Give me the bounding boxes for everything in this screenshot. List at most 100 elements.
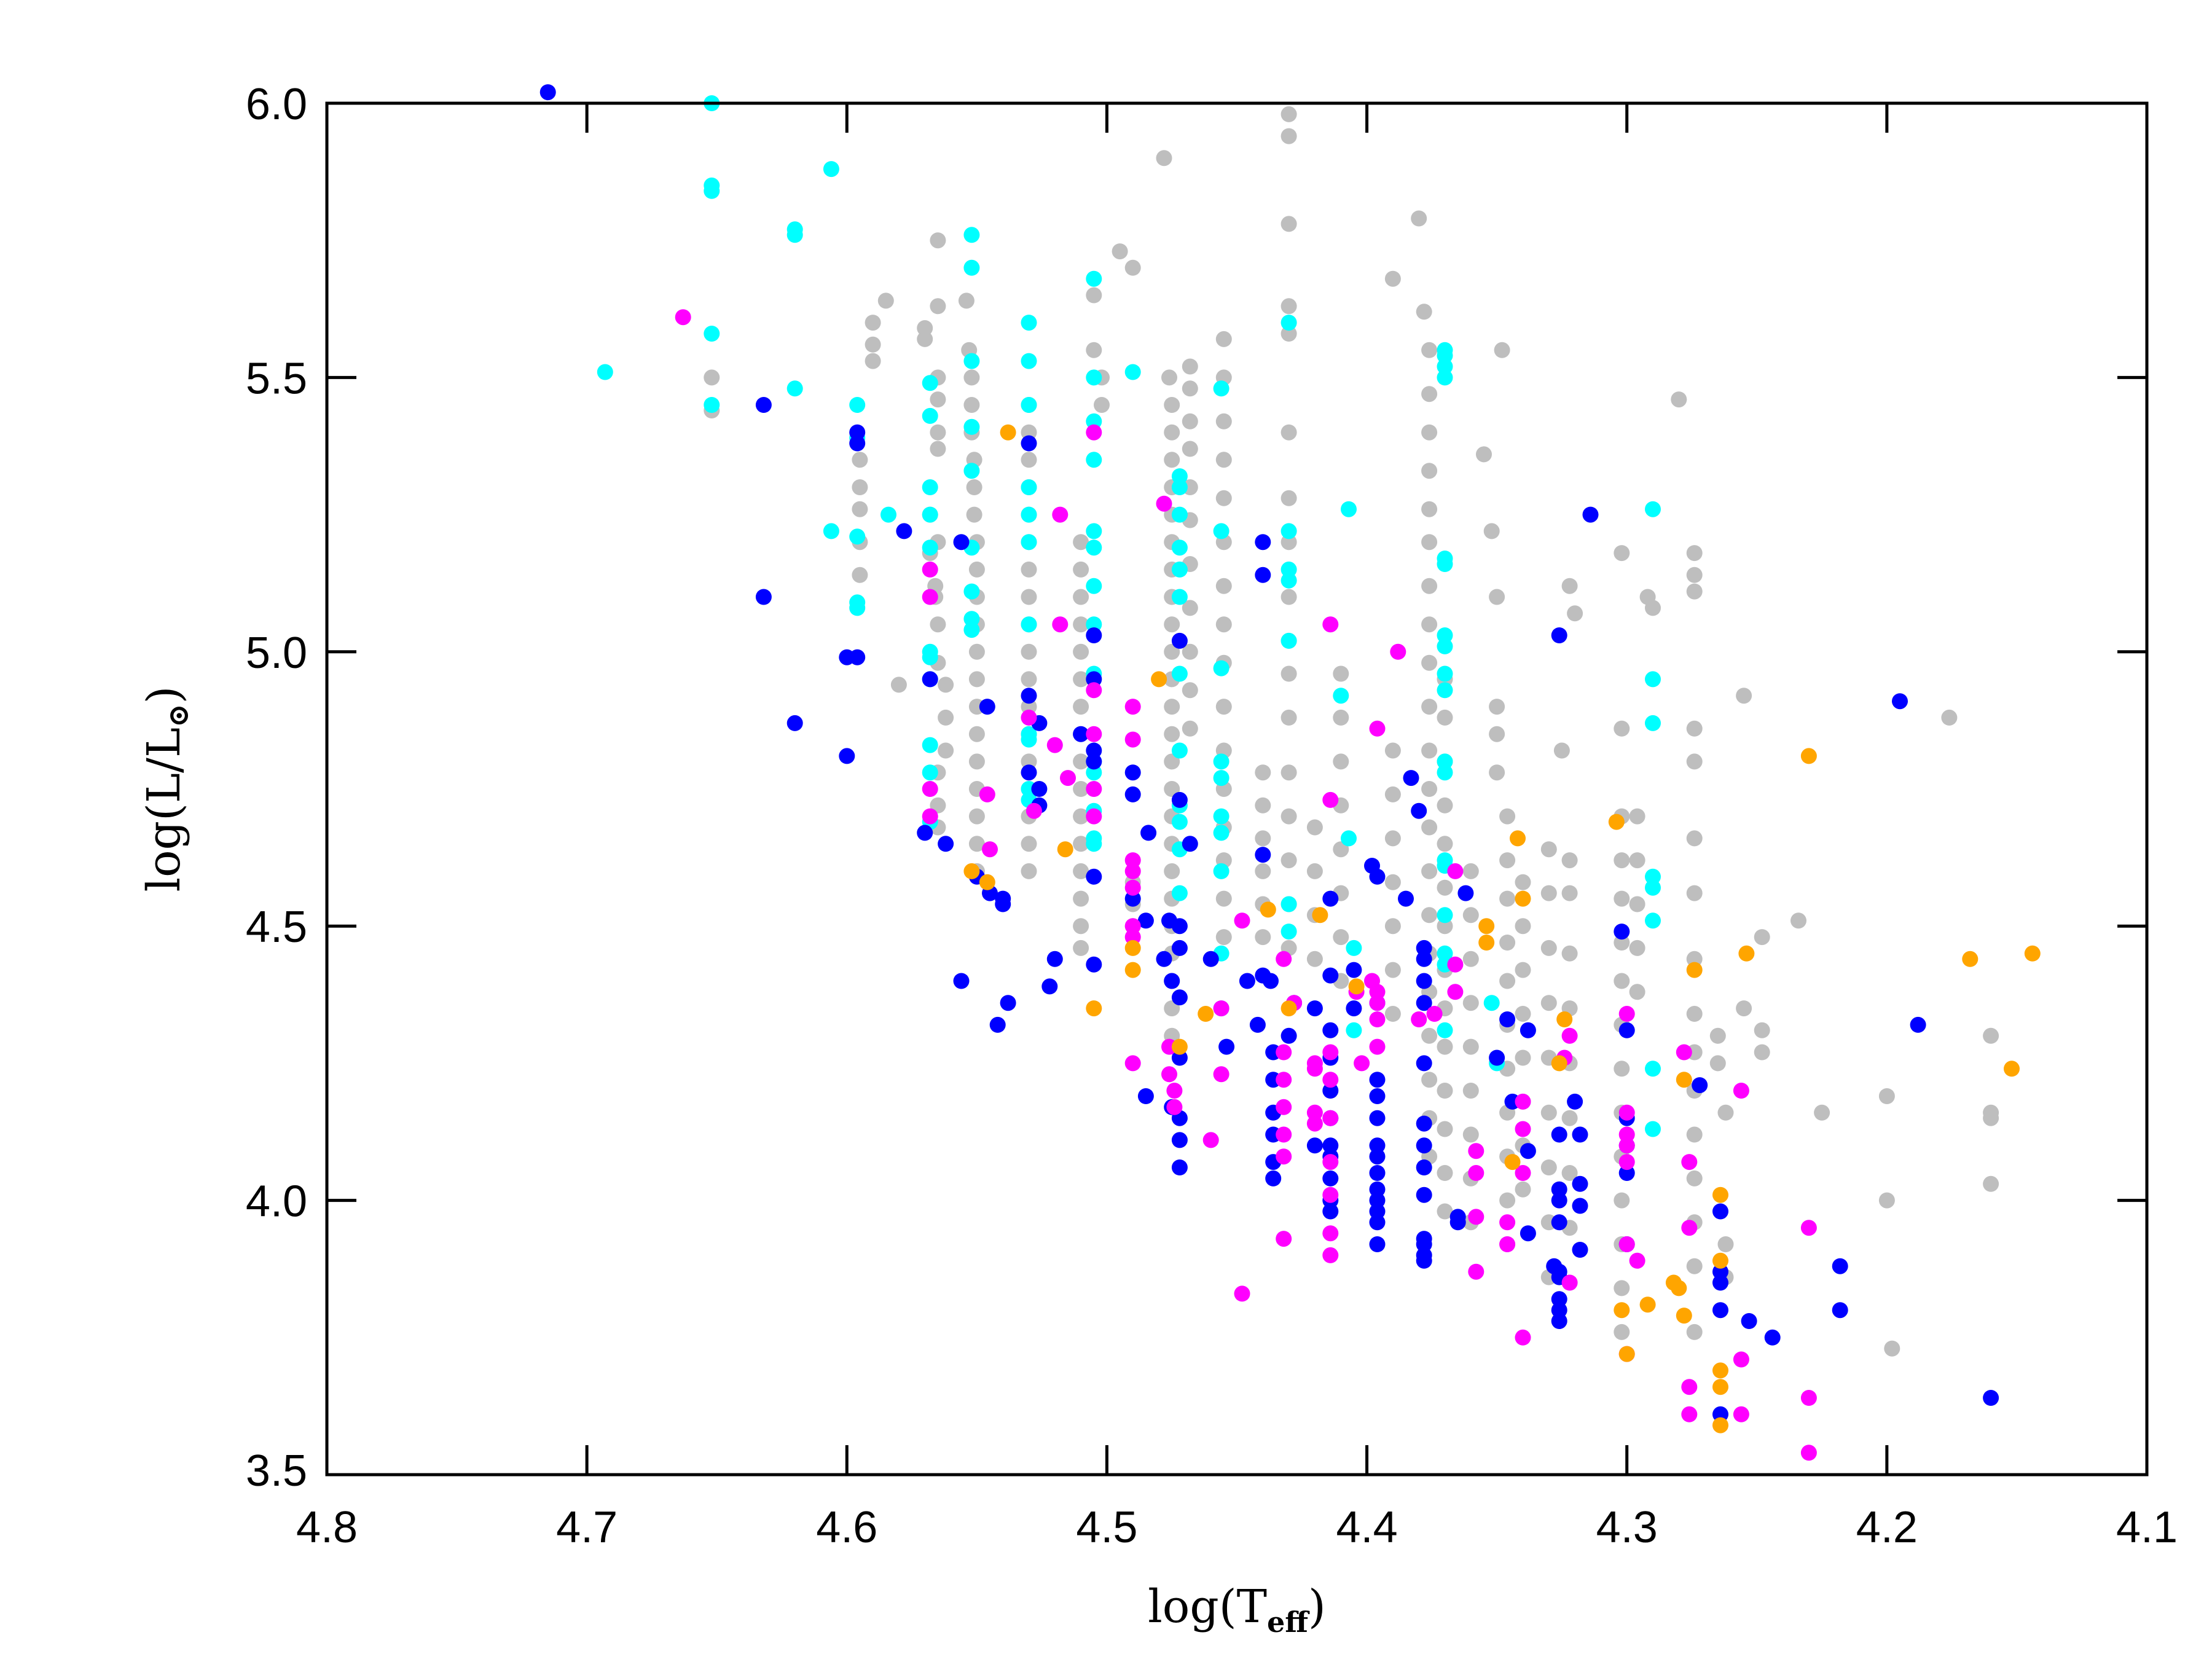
data-point-magenta <box>1681 1406 1698 1422</box>
data-point-blue <box>1322 890 1339 907</box>
data-point-gray <box>930 232 946 249</box>
data-point-blue <box>1086 671 1102 688</box>
data-point-cyan <box>1281 632 1297 649</box>
data-point-gray <box>1421 342 1438 358</box>
data-point-gray <box>1281 490 1297 506</box>
data-point-cyan <box>1021 731 1037 748</box>
data-point-gray <box>1983 1110 1999 1126</box>
data-point-blue <box>1322 1137 1339 1154</box>
data-point-gray <box>1499 890 1516 907</box>
data-point-gray <box>1255 764 1271 781</box>
data-point-cyan <box>1171 742 1188 759</box>
data-point-gray <box>968 643 985 660</box>
data-point-orange <box>1618 1346 1635 1362</box>
data-point-gray <box>938 742 954 759</box>
data-point-gray <box>1540 939 1557 956</box>
data-point-gray <box>865 315 881 331</box>
data-point-magenta <box>1234 912 1250 929</box>
data-point-gray <box>1437 836 1453 852</box>
data-point-gray <box>1686 567 1703 583</box>
data-point-magenta <box>1618 1126 1635 1143</box>
data-point-blue <box>1255 567 1271 583</box>
data-point-gray <box>1164 863 1180 879</box>
data-point-cyan <box>1645 879 1661 896</box>
data-point-cyan <box>1437 753 1453 770</box>
data-point-cyan <box>1086 523 1102 539</box>
data-point-magenta <box>1306 1104 1323 1121</box>
data-point-blue <box>1416 951 1432 967</box>
data-point-blue <box>1171 989 1188 1006</box>
data-point-gray <box>1073 863 1089 879</box>
data-point-blue <box>953 973 970 989</box>
data-point-gray <box>1629 984 1645 1000</box>
data-point-orange <box>1151 671 1167 688</box>
data-point-blue <box>1551 627 1567 643</box>
data-point-blue <box>953 534 970 551</box>
data-point-gray <box>1489 699 1505 715</box>
data-point-blue <box>1124 890 1141 907</box>
data-point-cyan <box>922 539 938 556</box>
data-point-gray <box>1540 841 1557 858</box>
plot-frame <box>325 101 2149 1477</box>
data-point-magenta <box>1800 1445 1817 1461</box>
data-point-gray <box>852 479 868 495</box>
data-point-cyan <box>922 375 938 391</box>
data-point-cyan <box>1171 885 1188 901</box>
data-point-magenta <box>1276 1126 1292 1143</box>
data-point-gray <box>1717 1236 1734 1252</box>
data-point-magenta <box>1026 802 1042 819</box>
data-point-gray <box>1021 561 1037 578</box>
data-point-gray <box>1182 380 1198 397</box>
data-point-cyan <box>1437 945 1453 962</box>
data-point-cyan <box>1171 539 1188 556</box>
data-point-magenta <box>1676 1044 1692 1061</box>
data-point-gray <box>1384 962 1401 978</box>
data-point-magenta <box>922 808 938 825</box>
data-point-gray <box>1021 643 1037 660</box>
data-point-orange <box>1614 1302 1630 1319</box>
data-point-gray <box>1754 1022 1770 1038</box>
data-point-gray <box>1281 852 1297 869</box>
data-point-gray <box>852 452 868 468</box>
data-point-magenta <box>1276 1148 1292 1165</box>
data-point-cyan <box>823 161 839 178</box>
data-point-blue <box>1171 1132 1188 1148</box>
data-point-orange <box>1556 1011 1573 1027</box>
data-point-cyan <box>1645 1121 1661 1137</box>
data-point-gray <box>1686 885 1703 901</box>
data-point-magenta <box>1733 1406 1749 1422</box>
data-point-gray <box>1384 918 1401 935</box>
data-point-gray <box>1281 709 1297 726</box>
data-point-gray <box>1421 781 1438 797</box>
x-axis-title-close: ) <box>1308 1580 1326 1633</box>
data-point-blue <box>1171 632 1188 649</box>
data-point-cyan <box>1437 358 1453 375</box>
data-point-gray <box>1540 885 1557 901</box>
data-point-gray <box>1790 912 1806 929</box>
data-point-gray <box>1686 583 1703 600</box>
data-point-blue <box>1202 951 1219 967</box>
data-point-magenta <box>1681 1154 1698 1171</box>
data-point-cyan <box>1346 1022 1362 1038</box>
data-point-blue <box>1551 1126 1567 1143</box>
data-point-gray <box>968 836 985 852</box>
data-point-gray <box>1540 1104 1557 1121</box>
data-point-magenta <box>982 841 998 858</box>
data-point-magenta <box>1086 682 1102 699</box>
data-point-cyan <box>1346 939 1362 956</box>
data-point-gray <box>968 808 985 825</box>
data-point-gray <box>1281 764 1297 781</box>
data-point-cyan <box>1437 1022 1453 1038</box>
data-point-gray <box>1483 523 1500 539</box>
data-point-gray <box>1255 797 1271 814</box>
data-point-gray <box>917 331 933 347</box>
data-point-blue <box>1346 1000 1362 1017</box>
data-point-gray <box>1156 150 1172 167</box>
data-point-cyan <box>1437 347 1453 364</box>
data-point-gray <box>1437 1165 1453 1181</box>
data-point-gray <box>1182 441 1198 457</box>
data-point-gray <box>1255 863 1271 879</box>
data-point-magenta <box>1322 1044 1339 1061</box>
data-point-cyan <box>1086 369 1102 386</box>
data-point-gray <box>1215 413 1232 429</box>
